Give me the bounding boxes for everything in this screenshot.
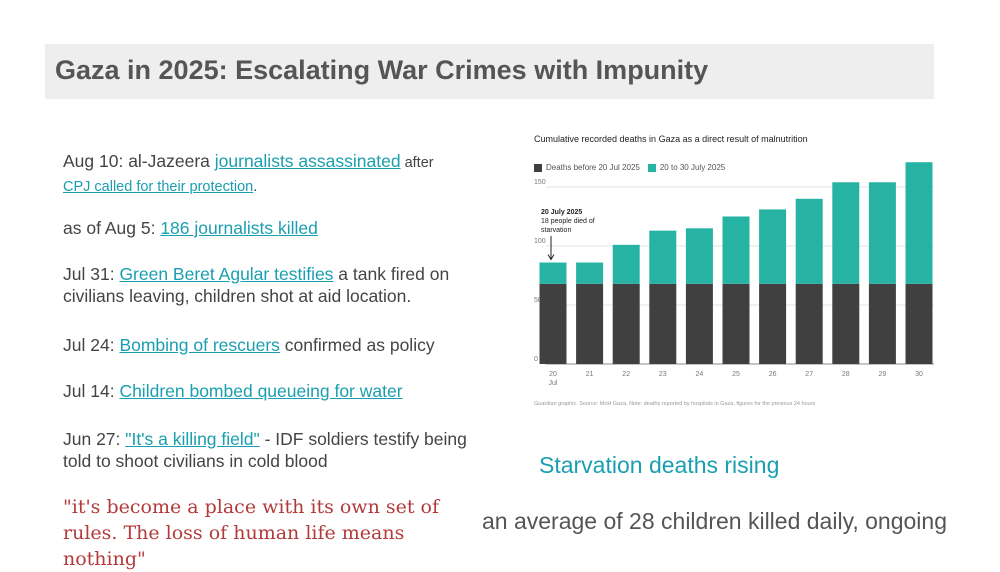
x-tick-label: 25 bbox=[732, 371, 740, 378]
chart-title: Cumulative recorded deaths in Gaza as a … bbox=[534, 134, 808, 144]
legend-label: 20 to 30 July 2025 bbox=[659, 163, 726, 172]
item-link[interactable]: Children bombed queueing for water bbox=[119, 381, 403, 401]
bar-after bbox=[759, 209, 787, 284]
x-tick-label: 28 bbox=[842, 371, 850, 378]
bar-after bbox=[685, 228, 713, 284]
news-item-jul31: Jul 31: Green Beret Agular testifies a t… bbox=[63, 263, 493, 307]
bar-before bbox=[905, 283, 933, 364]
chart-source: Guardian graphic. Source: MoH Gaza. Note… bbox=[534, 401, 816, 407]
news-item-jul14: Jul 14: Children bombed queueing for wat… bbox=[63, 380, 493, 402]
news-item-aug5: as of Aug 5: 186 journalists killed bbox=[63, 217, 493, 239]
bar-after bbox=[832, 182, 860, 284]
item-link[interactable]: Green Beret Agular testifies bbox=[119, 264, 334, 284]
legend-entry-before: Deaths before 20 Jul 2025 bbox=[534, 163, 640, 172]
item-text: confirmed as policy bbox=[279, 335, 435, 355]
bar-before bbox=[612, 283, 640, 364]
annotation-text: starvation bbox=[541, 227, 571, 234]
item-link[interactable]: journalists assassinated bbox=[214, 151, 401, 171]
y-tick-label: 50 bbox=[534, 297, 542, 304]
item-date: Jul 14: bbox=[63, 381, 115, 401]
bar-after bbox=[722, 216, 750, 284]
item-text: al-Jazeera bbox=[123, 151, 215, 171]
x-tick-label: 24 bbox=[696, 371, 704, 378]
item-text: a tank fired on civilians leaving, child… bbox=[63, 264, 450, 306]
annotation-text: 18 people died of bbox=[541, 218, 595, 225]
bar-after bbox=[649, 230, 677, 284]
quote: "it's become a place with its own set of… bbox=[63, 496, 439, 570]
x-tick-label: 23 bbox=[659, 371, 667, 378]
annotation-arrowhead bbox=[547, 254, 555, 261]
bar-before bbox=[576, 283, 604, 364]
x-tick-label: 21 bbox=[586, 371, 594, 378]
bar-before bbox=[539, 283, 567, 364]
x-tick-label: 22 bbox=[622, 371, 630, 378]
x-tick-sublabel: Jul bbox=[549, 380, 558, 387]
bar-before bbox=[759, 283, 787, 364]
x-tick-label: 20 bbox=[549, 371, 557, 378]
title-bar: Gaza in 2025: Escalating War Crimes with… bbox=[45, 44, 934, 99]
item-date: Jun 27: bbox=[63, 429, 121, 449]
y-tick-label: 0 bbox=[534, 356, 538, 363]
bar-after bbox=[539, 262, 567, 284]
x-tick-label: 30 bbox=[915, 371, 923, 378]
x-tick-label: 26 bbox=[769, 371, 777, 378]
item-link[interactable]: 186 journalists killed bbox=[160, 218, 318, 238]
legend-entry-after: 20 to 30 July 2025 bbox=[647, 163, 726, 172]
bar-after bbox=[868, 182, 896, 284]
chart-legend: Deaths before 20 Jul 2025 20 to 30 July … bbox=[534, 163, 733, 172]
bar-before bbox=[795, 283, 823, 364]
bar-before bbox=[685, 283, 713, 364]
y-tick-label: 150 bbox=[534, 179, 546, 186]
annotation-title: 20 July 2025 bbox=[541, 209, 582, 216]
item-link[interactable]: CPJ called for their protection bbox=[63, 179, 254, 195]
legend-label: Deaths before 20 Jul 2025 bbox=[546, 163, 640, 172]
item-date: as of Aug 5: bbox=[63, 218, 156, 238]
item-date: Jul 31: bbox=[63, 264, 115, 284]
legend-swatch bbox=[534, 163, 542, 172]
item-date: Jul 24: bbox=[63, 335, 115, 355]
y-tick-label: 100 bbox=[534, 238, 546, 245]
news-item-jun27: Jun 27: "It's a killing field" - IDF sol… bbox=[63, 428, 493, 472]
bar-after bbox=[612, 244, 640, 284]
x-tick-label: 27 bbox=[805, 371, 813, 378]
bar-after bbox=[905, 162, 933, 284]
item-date: Aug 10: bbox=[63, 151, 124, 171]
bar-before bbox=[832, 283, 860, 364]
bar-after bbox=[576, 262, 604, 284]
chart-caption: Starvation deaths rising bbox=[539, 452, 780, 478]
bar-before bbox=[722, 283, 750, 364]
bar-before bbox=[868, 283, 896, 364]
item-link[interactable]: Bombing of rescuers bbox=[119, 335, 280, 355]
bottom-text: an average of 28 children killed daily, … bbox=[482, 508, 947, 534]
item-link[interactable]: "It's a killing field" bbox=[125, 429, 260, 449]
legend-swatch bbox=[647, 163, 656, 172]
chart-plot: 0 50 100 150 20 Jul 20 July 2025 18 people died… bbox=[534, 162, 934, 407]
bar-after bbox=[795, 198, 823, 284]
bar-before bbox=[649, 283, 677, 364]
news-item-aug10: Aug 10: al-Jazeera journalists assassina… bbox=[63, 150, 493, 198]
item-text: . bbox=[253, 179, 258, 195]
news-item-jul24: Jul 24: Bombing of rescuers confirmed as… bbox=[63, 334, 493, 356]
item-text: after bbox=[400, 155, 434, 171]
chart: Cumulative recorded deaths in Gaza as a … bbox=[530, 130, 940, 415]
x-tick-label: 29 bbox=[879, 371, 887, 378]
item-text: - IDF soldiers testify being told to sho… bbox=[63, 429, 467, 471]
slide-title: Gaza in 2025: Escalating War Crimes with… bbox=[55, 55, 709, 85]
